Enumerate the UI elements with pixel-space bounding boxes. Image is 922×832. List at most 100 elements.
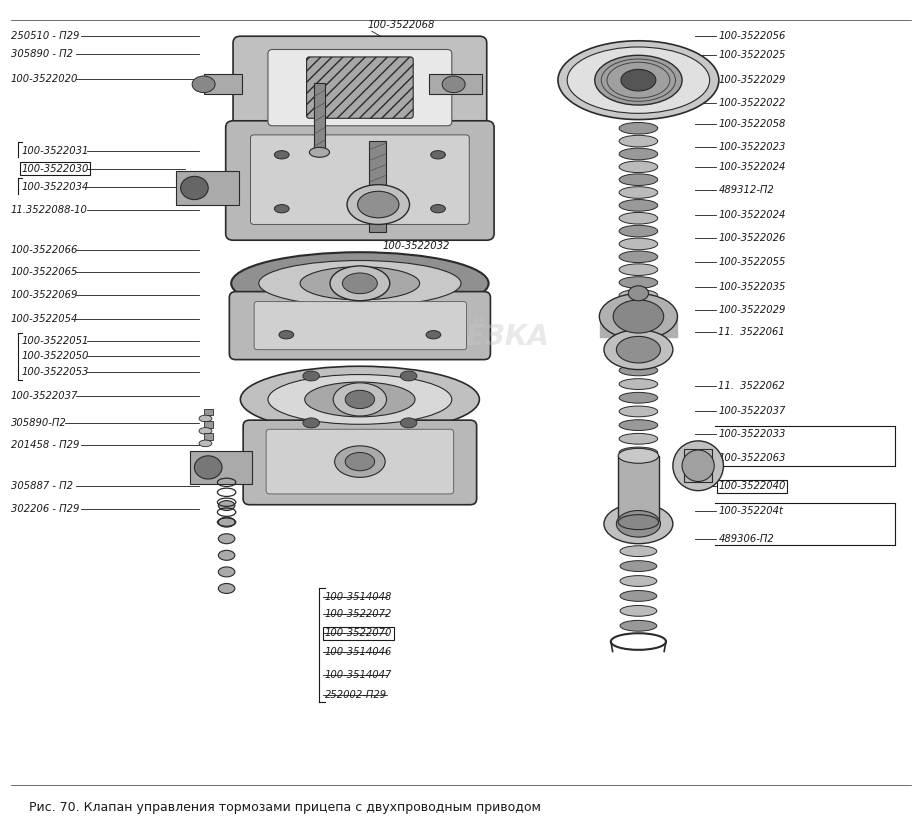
Ellipse shape — [342, 273, 377, 294]
Ellipse shape — [400, 418, 417, 428]
Ellipse shape — [619, 461, 657, 472]
Bar — [204, 421, 213, 428]
Ellipse shape — [192, 76, 215, 92]
Ellipse shape — [673, 441, 724, 491]
Bar — [176, 171, 239, 205]
Ellipse shape — [330, 266, 390, 300]
Text: 100-3522063: 100-3522063 — [718, 453, 786, 463]
Text: 100-3522024: 100-3522024 — [718, 162, 786, 172]
FancyBboxPatch shape — [268, 49, 452, 126]
Ellipse shape — [620, 561, 656, 572]
Ellipse shape — [443, 76, 465, 92]
Text: 100-3522024: 100-3522024 — [718, 210, 786, 220]
Text: 100-3522032: 100-3522032 — [383, 241, 450, 251]
Ellipse shape — [358, 191, 399, 218]
Ellipse shape — [619, 251, 657, 263]
Ellipse shape — [333, 383, 386, 416]
Ellipse shape — [616, 511, 660, 537]
Ellipse shape — [619, 419, 657, 430]
Bar — [190, 451, 253, 484]
Ellipse shape — [618, 515, 658, 530]
Ellipse shape — [682, 450, 715, 482]
Ellipse shape — [219, 567, 235, 577]
Ellipse shape — [619, 174, 657, 186]
Ellipse shape — [335, 446, 385, 478]
Text: 11.  3522061: 11. 3522061 — [718, 327, 786, 337]
Text: 305890-П2: 305890-П2 — [10, 418, 66, 428]
Bar — [204, 409, 213, 415]
FancyBboxPatch shape — [254, 301, 467, 349]
Text: 100-3522031: 100-3522031 — [21, 146, 89, 156]
Ellipse shape — [181, 176, 208, 200]
Ellipse shape — [613, 300, 664, 333]
Bar — [684, 449, 712, 483]
Ellipse shape — [199, 428, 212, 434]
Ellipse shape — [219, 518, 235, 527]
Ellipse shape — [431, 205, 445, 213]
Bar — [618, 456, 658, 522]
Text: 100-352204t: 100-352204t — [718, 507, 784, 517]
Text: 100-3522069: 100-3522069 — [10, 290, 78, 300]
Text: 489312-П2: 489312-П2 — [718, 186, 774, 196]
Ellipse shape — [621, 69, 656, 91]
Text: 100-3522027: 100-3522027 — [341, 378, 408, 388]
Text: ПЛ: ПЛ — [327, 323, 373, 351]
Ellipse shape — [619, 474, 657, 485]
Ellipse shape — [620, 606, 656, 617]
Ellipse shape — [619, 238, 657, 250]
Ellipse shape — [309, 147, 329, 157]
Text: 252002-П29: 252002-П29 — [325, 691, 387, 701]
Ellipse shape — [199, 440, 212, 447]
Ellipse shape — [199, 415, 212, 422]
FancyBboxPatch shape — [266, 429, 454, 494]
FancyBboxPatch shape — [226, 121, 494, 240]
Text: 100-3514047: 100-3514047 — [325, 670, 393, 680]
Text: 250510 - П29: 250510 - П29 — [10, 32, 79, 42]
Ellipse shape — [275, 205, 290, 213]
Ellipse shape — [619, 148, 657, 160]
Ellipse shape — [279, 330, 294, 339]
Ellipse shape — [619, 447, 657, 458]
Ellipse shape — [620, 576, 656, 587]
Ellipse shape — [619, 161, 657, 172]
Text: 100-3522026: 100-3522026 — [718, 233, 786, 243]
Text: Рис. 70. Клапан управления тормозами прицепа с двухпроводным приводом: Рис. 70. Клапан управления тормозами при… — [29, 801, 541, 814]
Ellipse shape — [219, 501, 235, 511]
Text: 100-3522053: 100-3522053 — [21, 367, 89, 377]
Ellipse shape — [619, 136, 657, 147]
Ellipse shape — [619, 186, 657, 198]
Bar — [429, 73, 482, 94]
FancyBboxPatch shape — [307, 57, 413, 118]
Text: 100-3522037: 100-3522037 — [718, 406, 786, 416]
Ellipse shape — [219, 534, 235, 543]
Ellipse shape — [619, 225, 657, 237]
Ellipse shape — [620, 531, 656, 542]
Ellipse shape — [219, 583, 235, 593]
Ellipse shape — [619, 290, 657, 301]
Ellipse shape — [426, 330, 441, 339]
Ellipse shape — [275, 151, 290, 159]
Text: 100-3522020: 100-3522020 — [10, 74, 78, 84]
Text: 100-3522054: 100-3522054 — [10, 314, 78, 324]
Text: 100-3522051: 100-3522051 — [21, 336, 89, 346]
Text: 100-3522028: 100-3522028 — [341, 395, 408, 405]
Ellipse shape — [619, 516, 657, 527]
Ellipse shape — [628, 286, 648, 300]
Ellipse shape — [595, 55, 682, 105]
FancyBboxPatch shape — [230, 292, 491, 359]
Bar — [204, 73, 242, 94]
Text: 100-3522058: 100-3522058 — [718, 119, 786, 129]
Ellipse shape — [305, 382, 415, 417]
Ellipse shape — [616, 336, 660, 363]
Ellipse shape — [619, 406, 657, 417]
Ellipse shape — [619, 379, 657, 389]
FancyBboxPatch shape — [243, 420, 477, 505]
Ellipse shape — [345, 390, 374, 409]
Bar — [369, 141, 385, 232]
Ellipse shape — [618, 448, 658, 463]
Text: 305890 - П2: 305890 - П2 — [10, 48, 73, 58]
Bar — [313, 82, 325, 149]
Ellipse shape — [619, 365, 657, 376]
Ellipse shape — [431, 151, 445, 159]
Text: 305887 - П2: 305887 - П2 — [10, 482, 73, 492]
